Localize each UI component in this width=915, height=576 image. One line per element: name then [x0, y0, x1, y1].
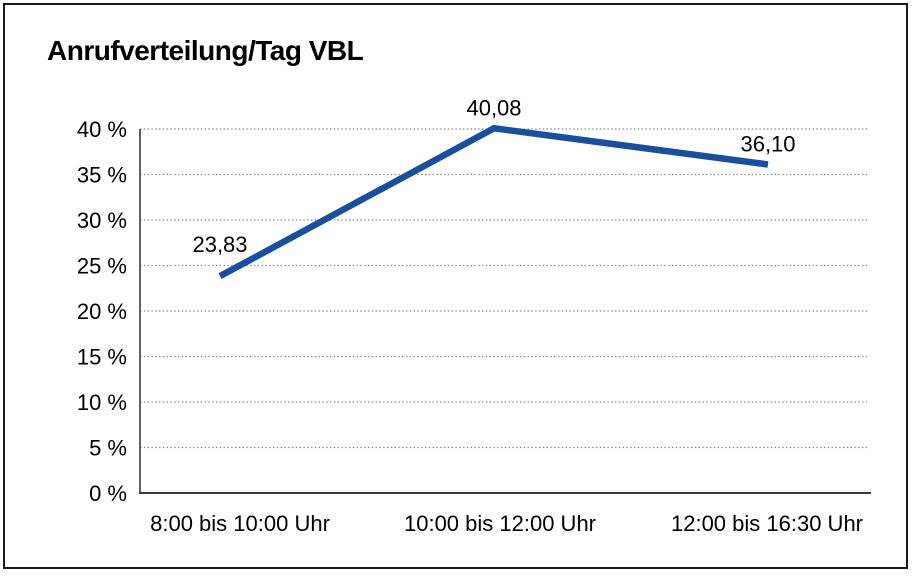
y-tick-label: 20 % — [77, 299, 127, 324]
chart-title: Anrufverteilung/Tag VBL — [47, 35, 364, 66]
chart-frame: Anrufverteilung/Tag VBL — [3, 3, 908, 569]
y-tick-label: 5 % — [89, 436, 127, 461]
y-tick-label: 25 % — [77, 254, 127, 279]
x-category-label: 8:00 bis 10:00 Uhr — [150, 511, 330, 536]
data-point-label: 36,10 — [740, 131, 795, 156]
y-tick-label: 15 % — [77, 345, 127, 370]
data-point-label: 40,08 — [466, 95, 521, 120]
y-tick-label: 35 % — [77, 163, 127, 188]
data-point-label: 23,83 — [192, 232, 247, 257]
x-category-label: 12:00 bis 16:30 Uhr — [671, 511, 863, 536]
y-tick-label: 30 % — [77, 208, 127, 233]
x-category-label: 10:00 bis 12:00 Uhr — [404, 511, 596, 536]
y-tick-label: 10 % — [77, 390, 127, 415]
data-line — [218, 124, 769, 280]
y-tick-label: 40 % — [77, 117, 127, 142]
y-tick-label: 0 % — [89, 481, 127, 506]
